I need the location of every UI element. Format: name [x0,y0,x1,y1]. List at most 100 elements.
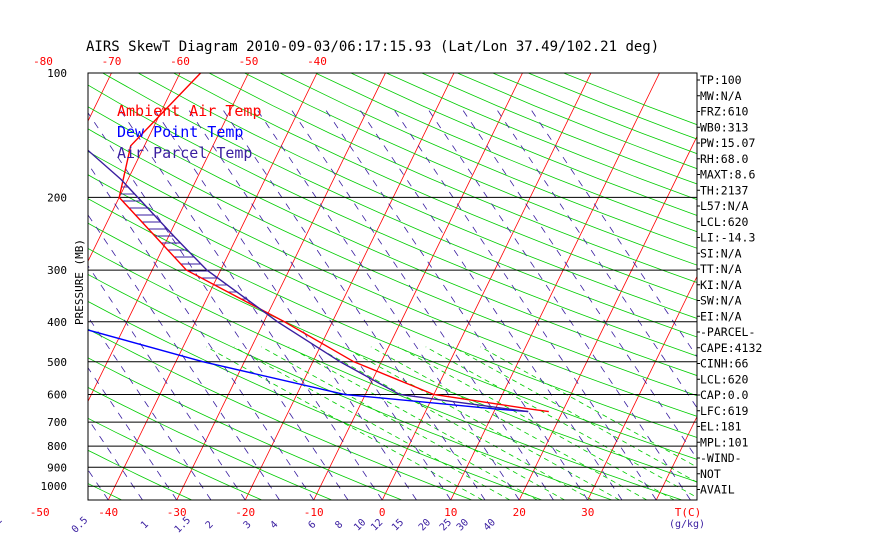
dry-adiabat-line [244,73,697,266]
bottom-temp-tick-label: 10 [444,506,457,519]
mixing-ratio-line [151,105,417,500]
mixing-ratio-line [88,112,349,500]
dry-adiabat-line [421,73,697,185]
index-label: EL:181 [700,420,742,434]
isotherm-line [0,73,43,500]
mixing-ratio-tick-label: 1 [139,519,151,531]
moist-adiabat-line [343,346,620,500]
index-label: RH:68.0 [700,152,749,166]
index-label: MAXT:8.6 [700,168,755,182]
index-label: WB0:313 [700,120,749,134]
mixing-ratio-line [88,418,143,500]
isotherm-line [518,135,697,500]
top-temp-tick-label: -70 [102,55,122,68]
moist-adiabat-line [261,346,538,500]
dry-adiabat-line [88,357,402,500]
moist-adiabat-line [398,346,675,500]
index-label: -PARCEL- [700,325,755,339]
bottom-temp-tick-label: -40 [98,506,118,519]
index-label: AVAIL [700,483,735,497]
mixing-ratio-unit: (g/kg) [669,519,705,530]
isotherm-line [793,73,870,500]
dry-adiabat-line [88,174,697,438]
index-label: CAP:0.0 [700,388,749,402]
index-label: L57:N/A [700,199,749,213]
dry-adiabat-line [88,387,332,500]
index-label: KI:N/A [700,278,742,292]
top-temp-tick-label: -60 [170,55,190,68]
mixing-ratio-line [322,105,589,500]
index-label: SW:N/A [700,294,742,308]
dry-adiabat-line [457,73,697,170]
cape-hatch [119,186,257,307]
mixing-ratio-tick-label: 2 [204,519,216,531]
isotherm-line [88,73,249,403]
pressure-tick-label: 200 [47,191,67,204]
mixing-ratio-tick-label: 15 [390,517,406,533]
isotherm-line [450,73,660,500]
mixing-ratio-line [88,163,315,500]
moist-adiabat-line [233,346,510,500]
index-label: MW:N/A [700,89,742,103]
legend-entry: Ambient Air Temp [117,102,262,120]
dry-adiabat-line [88,106,697,377]
dry-adiabat-line [88,248,683,500]
index-label: NOT [700,467,721,481]
isotherm-line [244,73,455,500]
isotherm-line [313,73,523,500]
profile-series [88,73,549,413]
top-temp-tick-label: -40 [307,55,327,68]
mixing-ratio-tick-label: 10 [352,517,368,533]
dry-adiabat-line [173,73,697,301]
pressure-tick-labels: 100 200 300 400 500 600 700 800 900 1000 [41,67,68,493]
bottom-temperature-ticks: -50 -40 -30 -20 -10 0 10 20 30 T(C) [30,506,701,519]
top-temp-tick-label: -50 [239,55,259,68]
mixing-ratio-line [88,469,109,500]
index-label: CINH:66 [700,357,749,371]
mixing-ratio-line [185,105,452,500]
dry-adiabat-line [88,128,697,397]
pressure-tick-label: 300 [47,264,67,277]
legend-entry: Air Parcel Temp [117,144,252,162]
bottom-temp-tick-label: -30 [167,506,187,519]
mixing-ratio-tick-label: 8 [333,519,345,531]
top-temperature-ticks: -120-110-100-90-80-70-60-50-40 [33,55,327,68]
mixing-ratio-tick-label: 12 [369,517,385,533]
y-axis-label: PRESSURE (MB) [73,239,86,325]
dry-adiabat-line [279,73,697,249]
index-label: CAPE:4132 [700,341,762,355]
isotherm-line [381,73,592,500]
dry-adiabat-line [102,73,697,338]
dry-adiabat-line [88,274,613,500]
series-line [118,73,549,413]
mixing-ratio-tick-label: 6 [306,519,318,531]
dry-adiabat-line [88,328,473,500]
index-label: LCL:620 [700,372,749,386]
isobar-lines [88,196,697,487]
index-label: LCL:620 [700,215,749,229]
plot-frame [87,72,698,501]
mixing-ratio-tick-label: 40 [482,517,498,533]
mixing-ratio-tick-label: 20 [417,517,433,533]
moist-adiabat-lines [206,346,697,500]
mixing-ratio-line [0,106,40,500]
dry-adiabat-line [88,449,192,500]
index-label: TP:100 [700,73,742,87]
dry-adiabat-line [88,84,697,357]
bottom-temp-tick-label: -20 [235,506,255,519]
moist-adiabat-line [315,346,593,500]
index-label: PW:15.07 [700,136,755,150]
index-label: -WIND- [700,451,742,465]
pressure-tick-label: 100 [47,67,67,80]
bottom-temp-tick-label: -50 [30,506,50,519]
index-label: FRZ:610 [700,105,749,119]
dry-adiabat-line [138,73,697,319]
moist-adiabat-line [370,346,647,500]
bottom-temp-tick-label: 30 [581,506,594,519]
mixing-ratio-tick-label: 25 [438,517,454,533]
dry-adiabat-line [208,73,697,283]
isotherm-lines [0,73,870,500]
moist-adiabat-line [206,346,483,500]
